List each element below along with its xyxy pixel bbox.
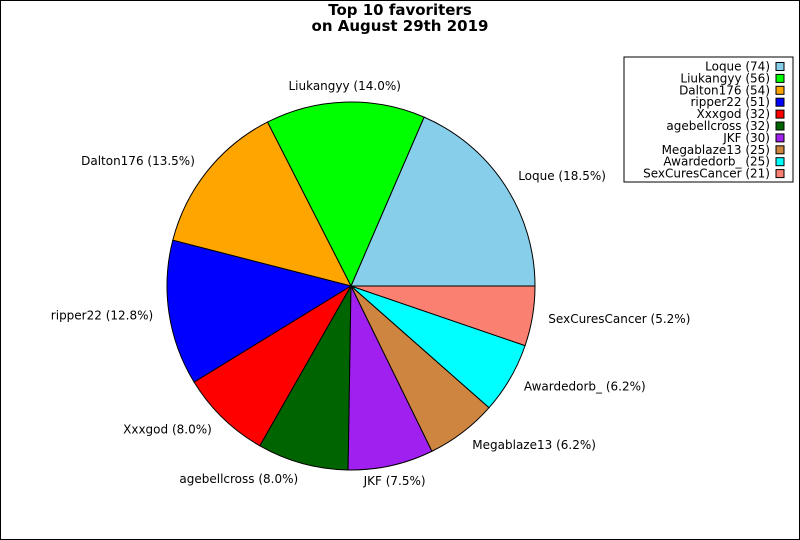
legend-label-awardedorb: Awardedorb_ (25) [663, 155, 770, 169]
legend-swatch-xxxgod [775, 109, 785, 119]
slice-label-awardedorb: Awardedorb_ (6.2%) [524, 380, 646, 394]
legend-swatch-agebellcross [775, 121, 785, 131]
slice-label-xxxgod: Xxxgod (8.0%) [123, 423, 212, 437]
legend-swatch-sexcurescancer [775, 169, 785, 179]
pie-slice-agebellcross [259, 285, 352, 471]
chart-title-line-1: Top 10 favoriters [328, 1, 472, 19]
legend-swatch-dalton176 [775, 85, 785, 95]
legend: Loque (74)Liukangyy (56)Dalton176 (54)ri… [623, 56, 794, 183]
slice-label-megablaze13: Megablaze13 (6.2%) [472, 438, 596, 452]
legend-swatch-ripper22 [775, 97, 785, 107]
slice-label-jkf: JKF (7.5%) [363, 474, 426, 488]
pie-slices [166, 101, 536, 471]
pie-slice-loque [350, 116, 536, 287]
chart-title: Top 10 favoriters on August 29th 2019 [1, 2, 799, 34]
pie-slice-ripper22 [166, 239, 353, 383]
pie-slice-sexcurescancer [350, 285, 536, 347]
legend-swatch-jkf [775, 133, 785, 143]
slice-label-liukangyy: Liukangyy (14.0%) [288, 79, 400, 93]
legend-label-jkf: JKF (30) [722, 131, 770, 145]
slice-label-sexcurescancer: SexCuresCancer (5.2%) [548, 312, 690, 326]
slice-label-dalton176: Dalton176 (13.5%) [81, 154, 195, 168]
legend-label-dalton176: Dalton176 (54) [679, 83, 770, 97]
pie-slice-liukangyy [266, 101, 425, 288]
legend-label-ripper22: ripper22 (51) [690, 95, 770, 109]
legend-label-sexcurescancer: SexCuresCancer (21) [643, 167, 770, 181]
legend-label-liukangyy: Liukangyy (56) [680, 71, 770, 85]
pie-slice-dalton176 [172, 121, 352, 287]
legend-swatch-megablaze13 [775, 145, 785, 155]
legend-swatch-loque [775, 62, 785, 71]
legend-label-loque: Loque (74) [705, 60, 770, 74]
slice-label-loque: Loque (18.5%) [518, 169, 606, 183]
chart-title-line-2: on August 29th 2019 [311, 17, 489, 35]
legend-label-agebellcross: agebellcross (32) [666, 119, 770, 133]
pie-labels: Loque (18.5%) Liukangyy (14.0%) Dalton176 … [51, 79, 691, 488]
pie-slice-xxxgod [193, 285, 352, 447]
slice-label-ripper22: ripper22 (12.8%) [51, 309, 153, 323]
legend-swatch-liukangyy [775, 73, 785, 83]
legend-swatch-awardedorb [775, 157, 785, 167]
legend-box [623, 56, 794, 183]
legend-label-xxxgod: Xxxgod (32) [697, 107, 770, 121]
slice-label-agebellcross: agebellcross (8.0%) [179, 472, 298, 486]
legend-label-megablaze13: Megablaze13 (25) [662, 143, 770, 157]
